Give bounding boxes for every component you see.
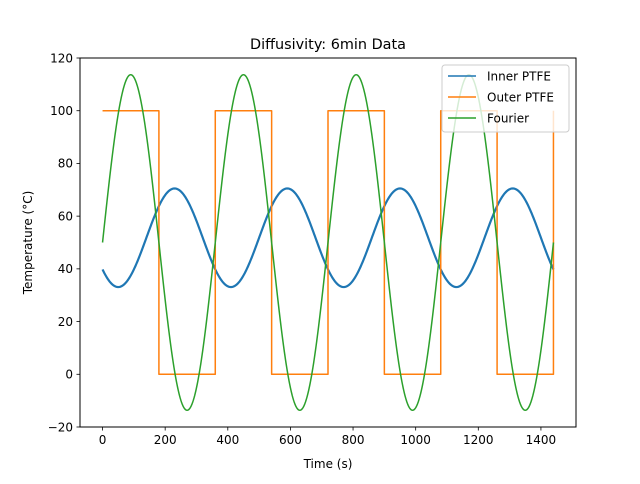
x-tick-label: 1400 [526, 433, 557, 447]
x-tick-label: 800 [342, 433, 365, 447]
x-tick-label: 1000 [400, 433, 431, 447]
x-tick-label: 600 [279, 433, 302, 447]
legend-label-fourier: Fourier [487, 111, 529, 125]
axes-frame [79, 57, 577, 428]
x-tick-label: 0 [99, 433, 107, 447]
y-axis: −20 0 20 40 60 80 100 120 [48, 51, 80, 434]
chart-title: Diffusivity: 6min Data [250, 37, 406, 53]
y-axis-label: Temperature (°C) [21, 191, 35, 296]
x-tick-label: 200 [154, 433, 177, 447]
y-tick-label: 20 [58, 315, 73, 329]
series-line-outer-ptfe [102, 109, 555, 376]
legend: Inner PTFE Outer PTFE Fourier [441, 64, 570, 133]
x-axis-label: Time (s) [303, 457, 353, 471]
legend-label-inner-ptfe: Inner PTFE [487, 69, 551, 83]
y-tick-label: 80 [58, 157, 73, 171]
y-tick-label: 120 [50, 51, 73, 65]
y-tick-label: 60 [58, 209, 73, 223]
y-tick-label: 100 [50, 104, 73, 118]
legend-box [441, 64, 570, 133]
x-tick-label: 400 [216, 433, 239, 447]
x-tick-label: 1200 [463, 433, 494, 447]
legend-label-outer-ptfe: Outer PTFE [487, 90, 554, 104]
x-axis: 0 200 400 600 800 1000 1200 1400 [99, 427, 556, 447]
y-tick-label: 0 [65, 368, 73, 382]
y-tick-label: −20 [48, 420, 73, 434]
y-tick-label: 40 [58, 262, 73, 276]
